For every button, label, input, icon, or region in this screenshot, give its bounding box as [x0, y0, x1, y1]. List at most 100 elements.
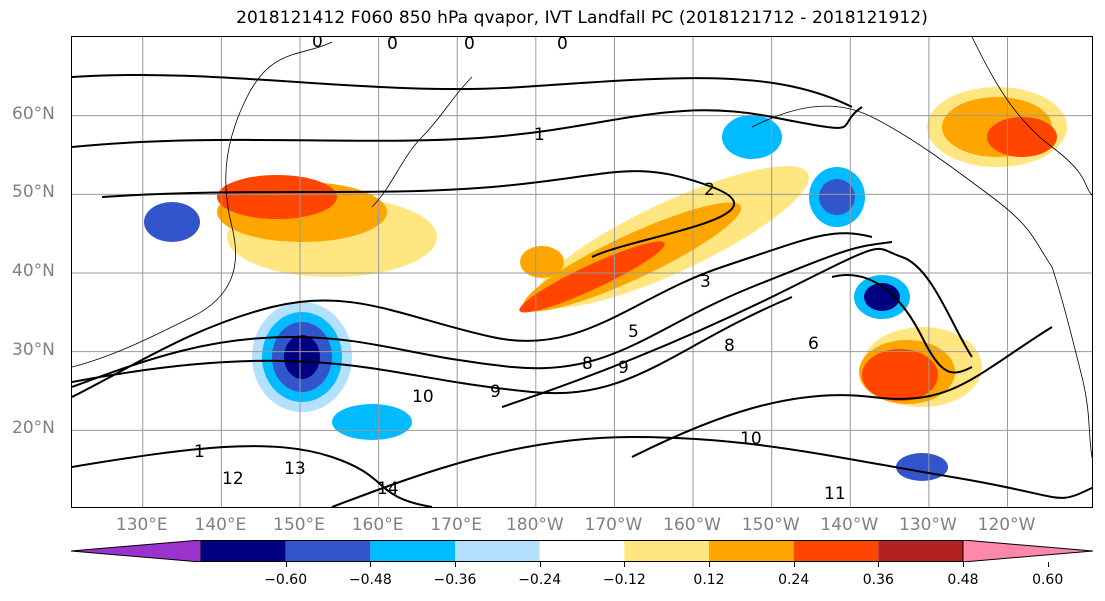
colorbar-tick-mark [1047, 562, 1049, 567]
qvapor-anomaly-region [332, 404, 412, 440]
colorbar-tick-mark [793, 562, 795, 567]
colorbar-segment [793, 540, 879, 562]
longitude-label: 150°E [273, 515, 325, 535]
latitude-label: 60°N [12, 103, 55, 124]
contour-label: 9 [490, 382, 501, 402]
colorbar-segment [455, 540, 540, 562]
contour-label: 0 [387, 37, 398, 54]
ivt-contour [72, 106, 863, 148]
coastline [971, 37, 1092, 196]
latitude-label: 50°N [12, 182, 55, 203]
coastline [751, 105, 1053, 268]
map-title: 2018121412 F060 850 hPa qvapor, IVT Land… [236, 8, 928, 28]
latitude-label: 40°N [12, 261, 55, 281]
qvapor-anomaly-region [722, 115, 782, 159]
longitude-label: 160°E [351, 515, 404, 535]
ivt-contour [72, 241, 893, 388]
longitude-label: 170°W [584, 515, 643, 535]
colorbar-tick-mark [370, 562, 372, 567]
colorbar [71, 540, 1093, 562]
colorbar-tick-label: −0.36 [433, 572, 477, 588]
colorbar-segment [624, 540, 709, 562]
qvapor-anomaly-region [217, 175, 337, 219]
colorbar-segment [370, 540, 455, 562]
ivt-contour [72, 73, 853, 108]
coastline [72, 41, 333, 368]
ivt-contour [72, 232, 873, 398]
coastline [1051, 266, 1092, 460]
contour-label: 1 [194, 442, 205, 462]
contour-label: 14 [377, 479, 399, 499]
qvapor-anomaly-region [520, 246, 564, 278]
longitude-label: 130°E [115, 515, 168, 535]
ivt-contour [831, 274, 973, 374]
contour-label: 0 [312, 37, 323, 52]
colorbar-tick-mark [963, 562, 964, 567]
contour-label: 12 [222, 469, 244, 489]
qvapor-anomaly-region [896, 453, 948, 481]
ivt-contour [631, 326, 1053, 458]
contour-label: 8 [724, 336, 735, 356]
colorbar-segment [709, 540, 794, 562]
ivt-contour [101, 170, 735, 258]
ivt-contour [501, 247, 973, 408]
colorbar-tick-mark [878, 562, 880, 567]
contour-label: 3 [700, 272, 711, 292]
colorbar-segment [71, 540, 202, 562]
qvapor-anomaly-region [144, 202, 200, 242]
map-panel[interactable]: 0 0 0 0 1 2 3 5 6 8 9 9 10 10 11 12 13 14 1 8 [71, 36, 1093, 508]
colorbar-tick-label: −0.12 [602, 572, 646, 588]
longitude-label: 130°W [899, 515, 957, 535]
contour-label: 9 [618, 358, 629, 378]
ivt-contour [331, 435, 1092, 507]
colorbar-tick-label: −0.48 [348, 572, 392, 588]
contour-label: 2 [704, 180, 715, 200]
contour-label: 13 [284, 459, 306, 479]
colorbar-tick-mark [455, 562, 456, 567]
colorbar-outline [200, 540, 964, 562]
colorbar-segment [539, 540, 625, 562]
longitude-label: 140°E [194, 515, 247, 535]
ivt-contour [72, 296, 793, 395]
longitude-label: 140°W [820, 515, 879, 535]
colorbar-tick-mark [624, 562, 626, 567]
colorbar-tick-label: 0.60 [1032, 572, 1064, 588]
colorbar-tick-label: −0.60 [264, 572, 308, 588]
colorbar-segment [285, 540, 371, 562]
colorbar-tick-label: 0.36 [862, 572, 894, 588]
longitude-label: 160°W [663, 515, 721, 535]
colorbar-tick-label: −0.24 [518, 572, 562, 588]
colorbar-segment [962, 540, 1093, 562]
contour-label: 0 [464, 37, 475, 54]
qvapor-anomaly-region [864, 283, 900, 311]
contour-label: 5 [628, 322, 639, 342]
colorbar-tick-label: 0.48 [947, 572, 979, 588]
contour-label: 10 [412, 387, 434, 407]
colorbar-tick-label: 0.24 [778, 572, 810, 588]
qvapor-anomaly-region [284, 335, 320, 379]
longitude-label: 170°E [430, 515, 483, 535]
contour-label: 11 [824, 484, 846, 504]
contour-label: 6 [808, 334, 819, 354]
contour-label: 0 [557, 37, 568, 54]
longitude-label: 120°W [977, 515, 1036, 535]
latitude-label: 30°N [12, 339, 55, 360]
contour-label: 10 [740, 429, 762, 449]
colorbar-tick-mark [285, 562, 287, 567]
latitude-label: 20°N [12, 418, 55, 439]
longitude-label: 150°W [741, 515, 800, 535]
contour-label: 1 [534, 125, 545, 145]
colorbar-tick-mark [709, 562, 710, 567]
longitude-label: 180°W [505, 515, 564, 535]
colorbar-segment [878, 540, 963, 562]
qvapor-anomaly-region [519, 241, 665, 313]
qvapor-anomaly-region [819, 179, 855, 215]
colorbar-tick-label: 0.12 [693, 572, 725, 588]
qvapor-anomaly-region [862, 349, 938, 401]
colorbar-tick-mark [539, 562, 541, 567]
colorbar-segment [201, 540, 286, 562]
coastline [371, 76, 473, 208]
qvapor-anomaly-region [987, 117, 1057, 157]
contour-label: 8 [582, 354, 593, 374]
